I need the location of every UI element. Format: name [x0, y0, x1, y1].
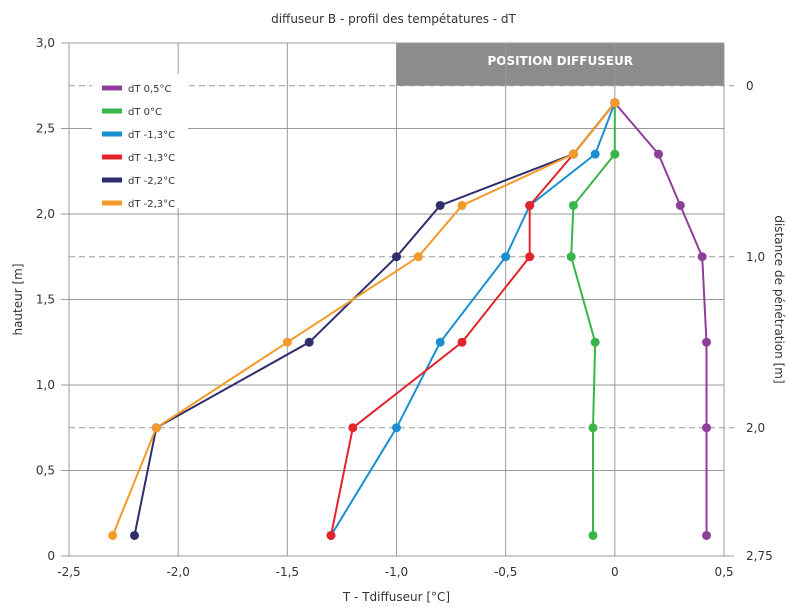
legend-label: dT 0,5°C [128, 84, 172, 95]
legend-label: dT 0°C [128, 107, 162, 118]
legend-box [92, 74, 188, 208]
data-point [457, 200, 467, 210]
y-tick-label: 0,5 [36, 464, 55, 478]
y-tick-label: 2,0 [36, 207, 55, 221]
data-point [151, 423, 161, 433]
data-point [413, 252, 423, 262]
y-tick-label: 1,5 [36, 293, 55, 307]
data-point [697, 252, 707, 262]
data-point [348, 423, 358, 433]
data-point [457, 337, 467, 347]
y2-tick-label: 1,0 [746, 250, 765, 264]
legend-label: dT -1,3°C [128, 130, 175, 141]
annotation-label: POSITION DIFFUSEUR [487, 54, 633, 68]
data-point [525, 252, 535, 262]
data-point [702, 530, 712, 540]
data-point [610, 98, 620, 108]
data-point [568, 200, 578, 210]
data-point [588, 423, 598, 433]
data-point [566, 252, 576, 262]
data-point [590, 337, 600, 347]
x-tick-label: -2,0 [166, 565, 189, 579]
data-point [435, 337, 445, 347]
annotation-box [396, 43, 724, 86]
data-point [326, 530, 336, 540]
x-tick-label: -1,5 [276, 565, 299, 579]
data-point [568, 149, 578, 159]
data-point [130, 530, 139, 540]
data-point [108, 530, 118, 540]
y2-tick-label: 2,0 [746, 421, 765, 435]
data-point [304, 337, 314, 347]
y-tick-label: 1,0 [36, 378, 55, 392]
legend-label: dT -2,3°C [128, 199, 175, 210]
data-point [525, 200, 535, 210]
x-tick-label: -1,0 [385, 565, 408, 579]
chart-title: diffuseur B - profil des tempétatures - … [271, 12, 516, 26]
y-tick-label: 3,0 [36, 36, 55, 50]
data-point [590, 149, 600, 159]
y-tick-label: 2,5 [36, 122, 55, 136]
x-tick-label: -0,5 [494, 565, 517, 579]
x-tick-label: -2,5 [57, 565, 80, 579]
x-tick-label: 0 [611, 565, 619, 579]
y2-axis-label: distance de pénétration [m] [772, 215, 786, 383]
data-point [702, 423, 712, 433]
legend-label: dT -2,2°C [128, 176, 175, 187]
data-point [654, 149, 663, 159]
y2-tick-label: 2,75 [746, 549, 773, 563]
data-point [610, 149, 620, 159]
y-tick-label: 0 [47, 549, 55, 563]
y-axis-label: hauteur [m] [11, 263, 25, 335]
legend-label: dT -1,3°C [128, 153, 175, 164]
x-axis-label: T - Tdiffuseur [°C] [342, 590, 450, 604]
data-point [392, 252, 401, 262]
y2-tick-label: 0 [746, 79, 754, 93]
data-point [501, 252, 511, 262]
x-tick-label: 0,5 [714, 565, 733, 579]
data-point [702, 337, 712, 347]
data-point [392, 423, 401, 433]
data-point [588, 530, 598, 540]
data-point [675, 200, 685, 210]
data-point [282, 337, 292, 347]
data-point [435, 200, 445, 210]
